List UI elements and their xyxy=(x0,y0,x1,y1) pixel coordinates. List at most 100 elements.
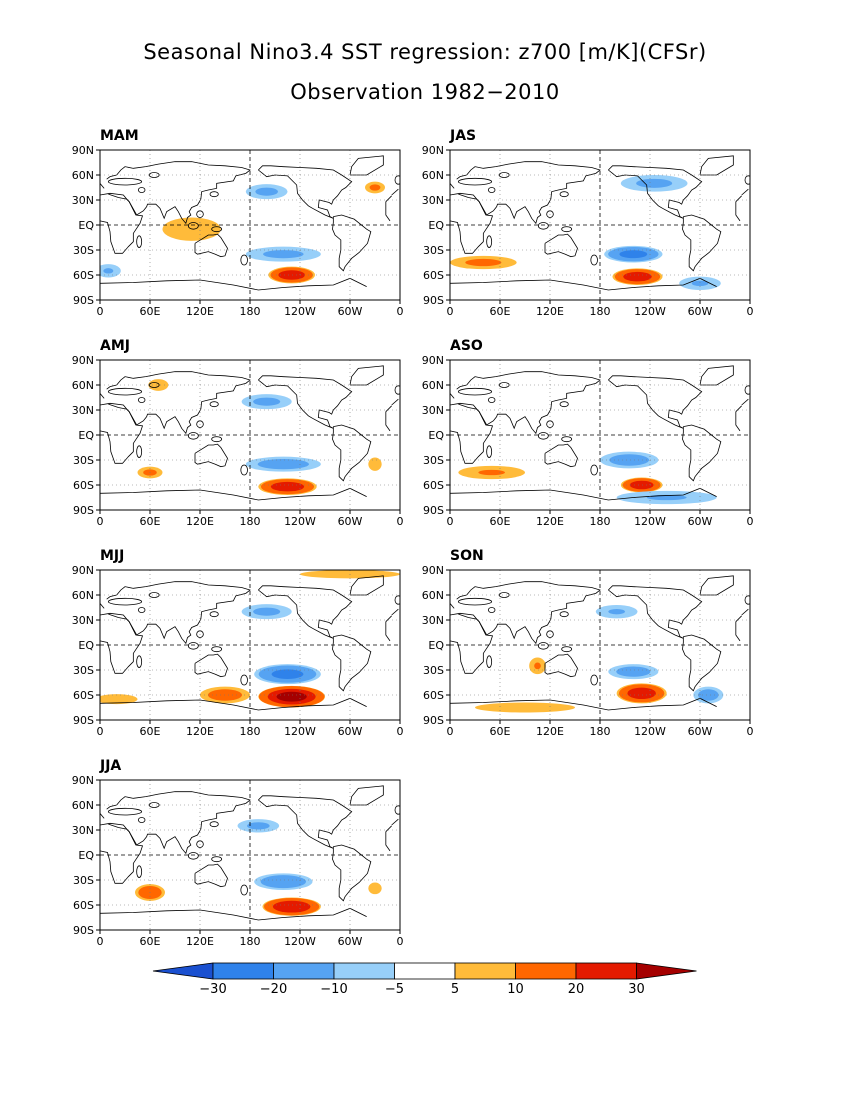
lon-tick-label: 0 xyxy=(447,725,454,738)
coastline-island xyxy=(136,655,143,668)
coastline xyxy=(699,365,734,386)
anomaly-field xyxy=(100,181,385,284)
lon-tick-label: 180 xyxy=(240,305,261,318)
coastline xyxy=(450,161,601,225)
coastline-island xyxy=(487,397,496,403)
coastline-island xyxy=(487,187,496,193)
coastline-island xyxy=(187,222,199,230)
anomaly-contour xyxy=(691,280,709,287)
coastline xyxy=(100,161,251,225)
coastlines xyxy=(100,575,400,711)
anomaly-contour xyxy=(368,882,382,895)
lat-tick-label: 30S xyxy=(73,244,94,257)
coastline xyxy=(100,791,251,855)
coastline-island xyxy=(561,226,573,233)
coastline xyxy=(450,613,494,674)
coastline-island xyxy=(136,235,143,248)
coastline-island xyxy=(136,445,143,458)
lat-tick-label: EQ xyxy=(428,429,444,442)
coastline xyxy=(544,443,578,468)
lat-tick-label: 30N xyxy=(422,404,444,417)
coastline xyxy=(100,277,367,291)
coastline-island xyxy=(209,191,219,198)
anomaly-contour xyxy=(609,454,650,466)
coastline xyxy=(349,785,384,806)
coastline-island xyxy=(498,382,510,388)
anomaly-contour xyxy=(272,900,311,913)
coastline xyxy=(741,608,749,616)
coastline-island xyxy=(744,385,750,395)
lat-tick-label: EQ xyxy=(428,639,444,652)
coastline xyxy=(332,424,372,482)
coastline-island xyxy=(537,642,549,650)
lon-tick-label: 180 xyxy=(590,305,611,318)
coastline xyxy=(450,193,494,254)
coastline xyxy=(735,201,741,222)
lat-tick-label: 90S xyxy=(73,294,94,307)
anomaly-contour xyxy=(623,271,652,282)
coastline xyxy=(194,863,228,888)
coastline xyxy=(741,398,749,406)
lon-tick-label: 60W xyxy=(688,725,713,738)
coastline xyxy=(385,195,392,202)
anomaly-field xyxy=(137,379,382,495)
coastlines xyxy=(100,785,400,921)
coastline xyxy=(735,405,742,412)
coastline xyxy=(258,165,353,219)
lon-tick-label: 120W xyxy=(284,935,316,948)
coastline-island xyxy=(590,464,598,476)
lat-tick-label: 30S xyxy=(423,454,444,467)
coastline-island xyxy=(394,175,400,185)
anomaly-contour xyxy=(276,691,307,702)
coastline-island xyxy=(211,226,223,233)
coastline xyxy=(608,585,703,639)
anomaly-contour xyxy=(478,469,505,476)
coastline xyxy=(682,424,722,482)
lon-tick-label: 0 xyxy=(397,935,404,948)
panel-label-mam: MAM xyxy=(100,128,139,144)
coastline-island xyxy=(559,191,569,198)
lat-tick-label: 30N xyxy=(72,614,94,627)
coastline-island xyxy=(211,436,223,443)
lat-tick-label: EQ xyxy=(78,429,94,442)
coastline-island xyxy=(590,254,598,266)
anomaly-contour xyxy=(534,662,541,670)
lon-tick-label: 180 xyxy=(240,935,261,948)
coastline-island xyxy=(394,805,400,815)
coastline-island xyxy=(211,646,223,653)
coastline xyxy=(332,214,372,272)
lat-tick-label: 60N xyxy=(72,169,94,182)
lon-tick-label: 60E xyxy=(140,515,161,528)
anomaly-contour xyxy=(257,459,309,470)
lat-tick-label: 90N xyxy=(72,564,94,577)
coastline xyxy=(385,411,391,432)
colorbar-swatch xyxy=(454,962,516,980)
coastline-island xyxy=(559,401,569,408)
anomaly-field xyxy=(458,451,717,505)
coastline-island xyxy=(486,445,493,458)
colorbar-label: −30 xyxy=(199,982,226,997)
grid-lines xyxy=(100,150,400,300)
lat-tick-label: 30S xyxy=(423,244,444,257)
coastline xyxy=(100,813,105,819)
coastline-island xyxy=(107,597,143,606)
coastlines xyxy=(450,365,750,501)
grid-lines xyxy=(100,360,400,510)
coastline xyxy=(258,585,353,639)
anomaly-contour xyxy=(465,258,502,267)
panel-label-aso: ASO xyxy=(450,338,483,354)
lon-tick-label: 180 xyxy=(590,515,611,528)
coastline-island xyxy=(498,592,510,598)
coastline-island xyxy=(559,611,569,618)
anomaly-contour xyxy=(698,689,719,701)
coastline xyxy=(682,634,722,692)
coastline xyxy=(100,581,251,645)
coastline-island xyxy=(561,436,573,443)
coastline xyxy=(544,233,578,258)
coastline-island xyxy=(457,387,493,396)
coastline-island xyxy=(107,177,143,186)
colorbar-label: 20 xyxy=(568,982,585,997)
coastline-island xyxy=(187,852,199,860)
coastline-island xyxy=(148,802,160,808)
coastline-island xyxy=(107,807,143,816)
